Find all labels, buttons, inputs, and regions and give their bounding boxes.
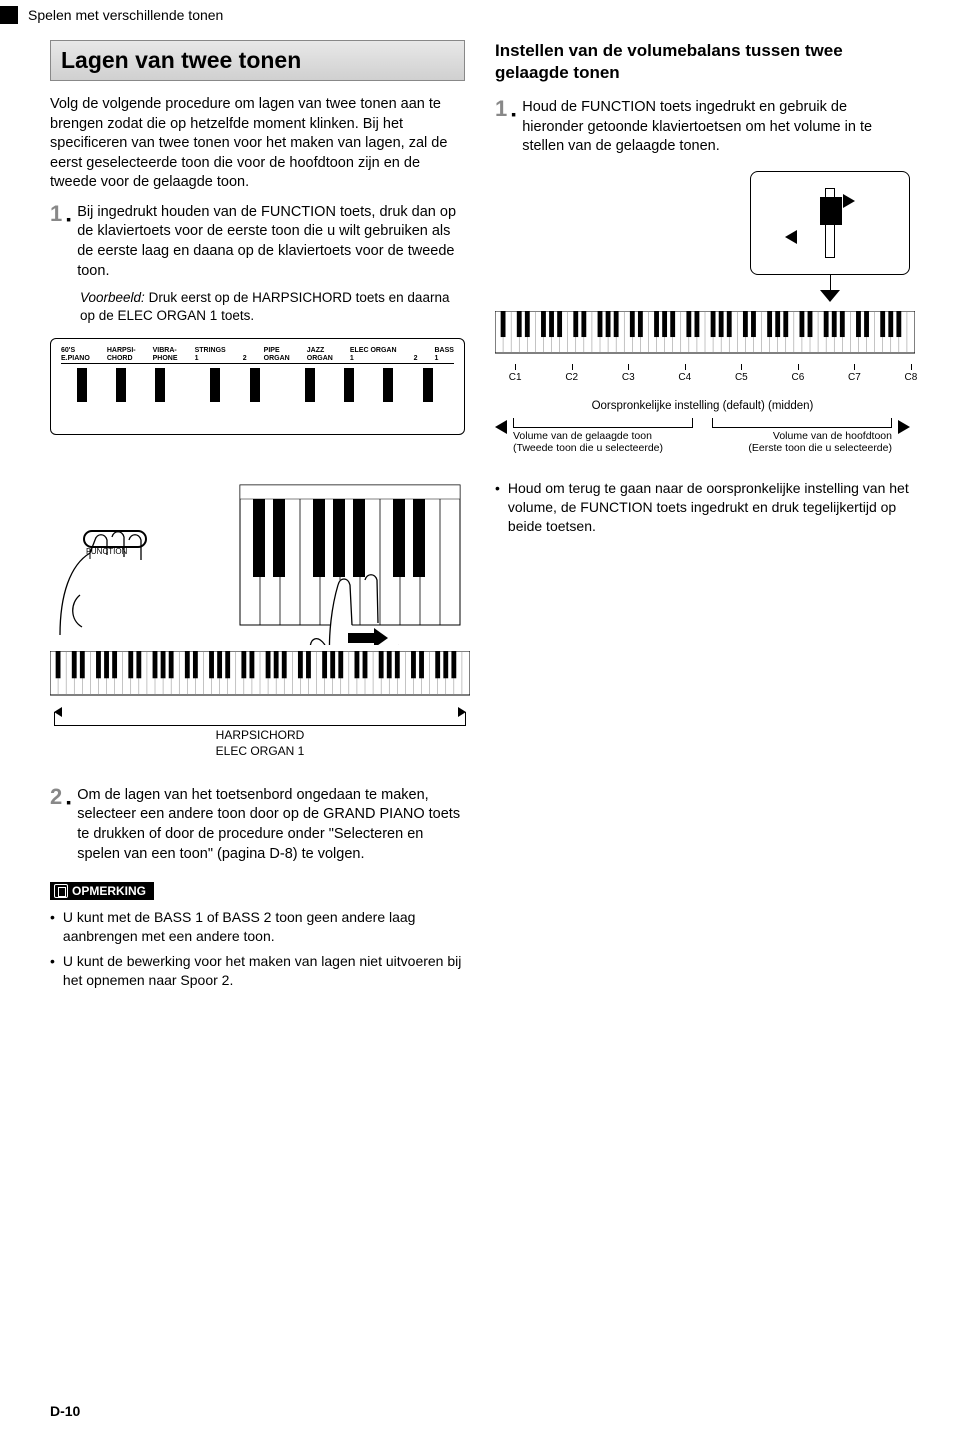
tone-label: 2 xyxy=(414,347,418,362)
range-label-2: ELEC ORGAN 1 xyxy=(50,744,470,758)
vol-left-line2: (Tweede toon die u selecteerde) xyxy=(513,442,703,455)
c-label: C3 xyxy=(622,372,635,383)
arrow-left-icon xyxy=(495,420,507,434)
slider-callout xyxy=(750,171,910,275)
c-labels-row: C1 C2 C3 C4 C5 C6 C7 C8 xyxy=(495,372,915,388)
right-step-1-text: Houd de FUNCTION toets ingedrukt en gebr… xyxy=(522,98,910,157)
tone-label: HARPSI- CHORD xyxy=(107,347,136,362)
arrow-right-icon xyxy=(843,194,855,208)
note-icon xyxy=(54,884,68,898)
full-keyboard-diagram xyxy=(50,651,470,701)
bullet-icon: • xyxy=(50,952,55,990)
tone-label: PIPE ORGAN xyxy=(264,347,290,362)
left-column: Lagen van twee tonen Volg de volgende pr… xyxy=(50,40,465,996)
tone-strip-diagram: 60'S E.PIANO HARPSI- CHORD VIBRA- PHONE STR… xyxy=(50,338,465,435)
c-label: C7 xyxy=(848,372,861,383)
note-2-text: U kunt de bewerking voor het maken van l… xyxy=(63,952,465,990)
step-dot-icon: ▪ xyxy=(511,106,516,157)
vol-right-line2: (Eerste toon die u selecteerde) xyxy=(703,442,893,455)
full-keyboard-c-diagram xyxy=(495,311,915,357)
tone-label: 2 xyxy=(243,347,247,362)
arrow-left-icon xyxy=(785,230,797,244)
bullet-icon: • xyxy=(50,908,55,946)
header-square-icon xyxy=(0,6,18,24)
page-header: Spelen met verschillende tonen xyxy=(0,0,960,30)
page-number: D-10 xyxy=(50,1403,80,1419)
tone-label: VIBRA- PHONE xyxy=(153,347,178,362)
example-text: Voorbeeld: Druk eerst op de HARPSICHORD … xyxy=(80,289,465,324)
right-step-1-number: 1 xyxy=(495,98,507,157)
c-label: C5 xyxy=(735,372,748,383)
vol-right-line1: Volume van de hoofdtoon xyxy=(703,430,893,443)
c-label: C1 xyxy=(509,372,522,383)
step-1-number: 1 xyxy=(50,203,62,281)
bullet-icon: • xyxy=(495,479,500,536)
function-label: FUNCTION xyxy=(86,547,127,556)
tone-label: JAZZ ORGAN xyxy=(307,347,333,362)
c-label: C4 xyxy=(678,372,691,383)
tone-label: 60'S E.PIANO xyxy=(61,347,90,362)
note-badge: OPMERKING xyxy=(50,882,154,900)
note-badge-label: OPMERKING xyxy=(72,884,146,898)
note-bullet-2: • U kunt de bewerking voor het maken van… xyxy=(50,952,465,990)
tone-labels-row: 60'S E.PIANO HARPSI- CHORD VIBRA- PHONE STR… xyxy=(61,347,454,362)
c-label: C2 xyxy=(565,372,578,383)
step-2-text: Om de lagen van het toetsenbord ongedaan… xyxy=(77,786,465,864)
step-2: 2 ▪ Om de lagen van het toetsenbord onge… xyxy=(50,786,465,864)
intro-paragraph: Volg de volgende procedure om lagen van … xyxy=(50,95,465,193)
tone-label: BASS 1 xyxy=(435,347,454,362)
tone-black-keys xyxy=(61,368,454,404)
volume-direction-row: Volume van de gelaagde toon (Tweede toon… xyxy=(495,418,910,455)
c-label: C8 xyxy=(905,372,918,383)
step-1: 1 ▪ Bij ingedrukt houden van de FUNCTION… xyxy=(50,203,465,281)
range-label-1: HARPSICHORD xyxy=(50,728,470,742)
vol-left-line1: Volume van de gelaagde toon xyxy=(513,430,703,443)
right-bullet-1-text: Houd om terug te gaan naar de oorspronke… xyxy=(508,479,910,536)
section-title: Lagen van twee tonen xyxy=(50,40,465,81)
function-diagram-svg xyxy=(50,445,470,645)
right-subheading: Instellen van de volumebalans tussen twe… xyxy=(495,40,910,84)
default-setting-label: Oorspronkelijke instelling (default) (mi… xyxy=(495,400,910,412)
right-bullet-1: • Houd om terug te gaan naar de oorspron… xyxy=(495,479,910,536)
slider-knob xyxy=(820,197,842,225)
step-1-text: Bij ingedrukt houden van de FUNCTION toe… xyxy=(77,203,465,281)
note-bullet-1: • U kunt met de BASS 1 of BASS 2 toon ge… xyxy=(50,908,465,946)
step-2-number: 2 xyxy=(50,786,62,864)
header-title: Spelen met verschillende tonen xyxy=(28,7,223,23)
slider-track xyxy=(825,188,835,258)
example-label: Voorbeeld: xyxy=(80,290,145,305)
right-step-1: 1 ▪ Houd de FUNCTION toets ingedrukt en … xyxy=(495,98,910,157)
tone-label: STRINGS 1 xyxy=(195,347,226,362)
c-label: C6 xyxy=(791,372,804,383)
arrow-right-icon xyxy=(898,420,910,434)
tone-label: ELEC ORGAN 1 xyxy=(350,347,397,362)
pointer-down-icon xyxy=(820,290,840,302)
note-1-text: U kunt met de BASS 1 of BASS 2 toon geen… xyxy=(63,908,465,946)
function-key-diagram: FUNCTION xyxy=(50,445,465,645)
right-column: Instellen van de volumebalans tussen twe… xyxy=(495,40,910,996)
step-dot-icon: ▪ xyxy=(66,794,71,864)
step-dot-icon: ▪ xyxy=(66,211,71,281)
